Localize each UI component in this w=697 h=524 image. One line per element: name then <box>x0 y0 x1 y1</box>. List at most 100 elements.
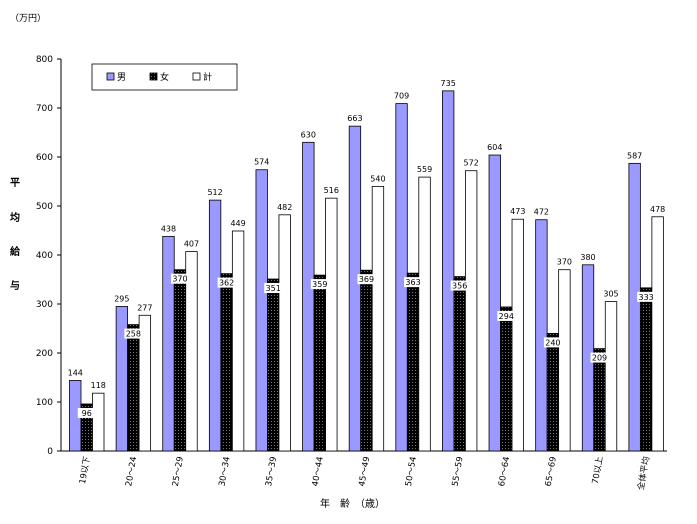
data-label: 240 <box>545 338 560 347</box>
data-label-bg <box>310 279 329 290</box>
data-label: 630 <box>301 130 316 139</box>
bar-男-12 <box>628 162 641 452</box>
data-label: 359 <box>312 280 327 289</box>
bar-男-8 <box>442 90 455 452</box>
y-axis-label-char: 均 <box>10 211 20 224</box>
data-label-bg <box>170 273 189 284</box>
bar-男-3 <box>208 199 222 452</box>
data-label: 369 <box>359 275 374 284</box>
y-axis-label-char: 与 <box>10 279 20 292</box>
y-tick-label: 500 <box>36 202 53 212</box>
bar-男-1 <box>115 306 129 452</box>
data-label: 516 <box>324 186 339 195</box>
data-label: 709 <box>394 92 409 101</box>
data-label: 356 <box>452 282 467 291</box>
data-label: 370 <box>557 258 572 267</box>
data-label: 449 <box>230 219 245 228</box>
y-tick-label: 700 <box>36 104 53 114</box>
data-label: 209 <box>592 354 607 363</box>
data-label: 380 <box>580 253 595 262</box>
data-label: 438 <box>161 224 176 233</box>
data-label: 472 <box>534 208 549 217</box>
bar-女-7 <box>406 272 420 452</box>
data-label: 370 <box>172 275 187 284</box>
y-tick-label: 200 <box>36 349 53 359</box>
data-label-bg <box>77 407 96 418</box>
data-label-bg <box>450 280 469 291</box>
data-label: 351 <box>266 284 281 293</box>
data-label: 574 <box>254 158 269 167</box>
bars <box>69 90 664 452</box>
bar-男-6 <box>348 125 362 452</box>
data-label: 144 <box>68 368 83 377</box>
data-label-bg <box>217 277 236 288</box>
bar-男-5 <box>302 141 315 452</box>
legend-label: 女 <box>160 71 169 83</box>
data-label-bg <box>357 274 376 285</box>
bar-計-12 <box>651 216 664 452</box>
data-label: 735 <box>441 79 456 88</box>
bar-計-11 <box>604 301 618 452</box>
data-label: 559 <box>417 165 432 174</box>
bar-女-1 <box>127 324 140 452</box>
category-label: 40～44 <box>311 456 326 487</box>
y-tick-label: 0 <box>47 447 53 457</box>
data-label: 294 <box>499 312 514 321</box>
data-label-bg <box>124 328 143 339</box>
data-label: 295 <box>114 294 129 303</box>
legend-box <box>91 63 238 91</box>
data-label-bg <box>404 277 423 288</box>
data-label: 482 <box>277 203 292 212</box>
y-ticks: 0 100 200 300 400 500 600 700 800 <box>36 55 53 457</box>
legend: 男女計 <box>91 63 238 91</box>
data-label: 473 <box>510 207 525 216</box>
bar-男-4 <box>255 169 268 452</box>
y-tick-label: 600 <box>36 153 53 163</box>
category-label: 全体平均 <box>635 456 652 491</box>
bar-計-10 <box>558 269 571 452</box>
bar-女-10 <box>546 332 560 452</box>
data-label: 478 <box>650 205 665 214</box>
bar-女-2 <box>173 269 187 452</box>
category-label: 45～49 <box>357 456 372 487</box>
legend-swatch-女 <box>149 72 158 81</box>
data-label: 572 <box>464 159 479 168</box>
y-tick-label: 300 <box>36 300 53 310</box>
data-label-bg <box>264 283 283 294</box>
data-label-bg <box>543 337 562 348</box>
bar-女-4 <box>267 278 280 452</box>
data-label-bg <box>637 291 656 302</box>
bar-男-2 <box>162 235 175 452</box>
data-label: 362 <box>219 279 234 288</box>
legend-label: 計 <box>203 71 212 83</box>
bar-女-3 <box>220 273 233 452</box>
category-label: 60～64 <box>497 456 512 487</box>
category-label: 19以下 <box>78 455 93 485</box>
data-label: 540 <box>370 174 385 183</box>
bar-女-12 <box>639 287 653 452</box>
data-label: 305 <box>603 290 618 299</box>
legend-label: 男 <box>117 72 126 83</box>
data-label: 277 <box>137 303 152 312</box>
data-label: 96 <box>82 409 92 418</box>
legend-swatch-計 <box>192 72 201 81</box>
data-label: 407 <box>184 240 199 249</box>
bar-計-1 <box>138 314 152 452</box>
bar-女-6 <box>360 269 373 452</box>
y-tick-label: 100 <box>36 398 53 408</box>
bar-女-5 <box>313 274 326 452</box>
bar-計-2 <box>185 251 198 452</box>
category-labels: 19以下 20～24 25～29 30～34 35～39 40～44 45～49 50～54 5… <box>78 455 652 491</box>
bar-計-7 <box>418 176 431 452</box>
bar-女-8 <box>453 276 466 452</box>
bar-男-10 <box>535 219 548 452</box>
x-axis-label: 年 齢 （歳） <box>320 497 385 510</box>
category-label: 25～29 <box>171 456 186 487</box>
category-label: 20～24 <box>124 456 139 487</box>
y-tick-label: 800 <box>36 55 53 65</box>
category-label: 65～69 <box>544 456 559 487</box>
y-tick-label: 400 <box>36 251 53 261</box>
